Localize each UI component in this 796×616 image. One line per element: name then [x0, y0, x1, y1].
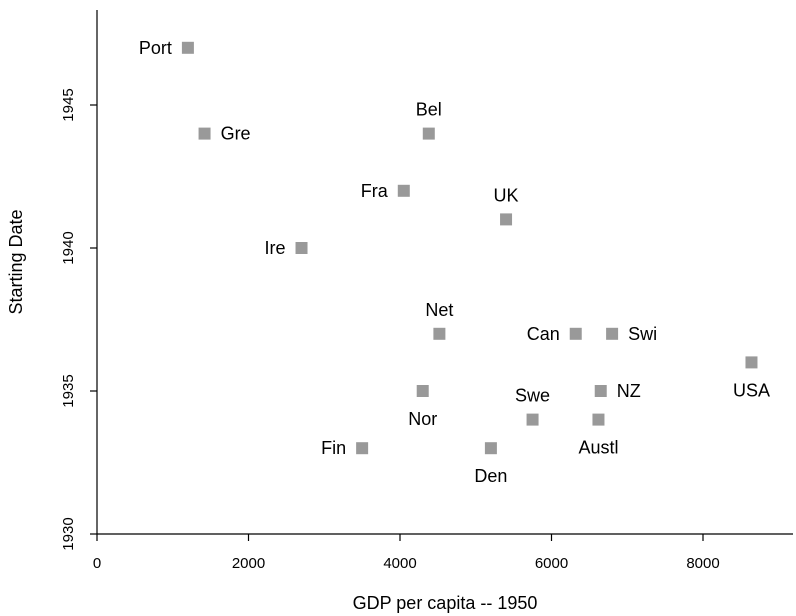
point-marker-port	[181, 41, 194, 54]
point-marker-swe	[526, 413, 539, 426]
point-marker-ire	[295, 242, 308, 254]
point-label-swi: Swi	[628, 324, 657, 344]
point-label-den: Den	[474, 466, 507, 486]
axes	[96, 10, 793, 535]
x-tick-label: 2000	[232, 555, 265, 572]
point-label-uk: UK	[494, 185, 519, 205]
point-marker-fra	[397, 184, 410, 197]
point-marker-den	[484, 442, 497, 455]
point-label-swe: Swe	[515, 386, 550, 406]
data-points: Port Gre Bel Fra UK Ire Net Can Swi USA Nor NZ Swe Au…	[139, 38, 770, 486]
point-label-nz: NZ	[617, 381, 641, 401]
x-tick-label: 8000	[686, 555, 719, 572]
point-label-usa: USA	[733, 380, 770, 400]
x-tick-label: 6000	[535, 555, 568, 572]
x-axis-title: GDP per capita -- 1950	[353, 593, 538, 613]
point-marker-austl	[592, 413, 605, 426]
y-tick-label: 1935	[60, 374, 77, 407]
y-tick-label: 1945	[60, 88, 77, 121]
point-label-ire: Ire	[265, 238, 286, 258]
point-label-port: Port	[139, 38, 172, 58]
x-ticks: 0 2000 4000 6000 8000	[93, 534, 720, 572]
point-label-gre: Gre	[221, 124, 251, 144]
point-marker-bel	[422, 127, 435, 140]
point-marker-nor	[416, 385, 429, 397]
point-label-can: Can	[527, 324, 560, 344]
point-marker-swi	[606, 327, 619, 340]
point-marker-can	[569, 327, 582, 340]
point-label-bel: Bel	[416, 100, 442, 120]
point-label-fin: Fin	[321, 438, 346, 458]
y-axis-title: Starting Date	[6, 209, 26, 314]
point-marker-gre	[198, 127, 211, 140]
point-marker-uk	[500, 213, 513, 226]
y-tick-label: 1930	[60, 517, 77, 550]
point-label-nor: Nor	[408, 409, 437, 429]
y-tick-label: 1940	[60, 231, 77, 264]
y-ticks: 1930 1935 1940 1945	[60, 88, 97, 551]
x-tick-label: 4000	[383, 555, 416, 572]
point-marker-nz	[594, 385, 607, 397]
point-marker-usa	[745, 356, 758, 369]
point-label-fra: Fra	[361, 181, 389, 201]
point-marker-net	[433, 327, 446, 340]
point-label-net: Net	[425, 300, 453, 320]
point-marker-fin	[356, 442, 369, 455]
point-label-austl: Austl	[578, 438, 618, 458]
x-tick-label: 0	[93, 555, 101, 572]
